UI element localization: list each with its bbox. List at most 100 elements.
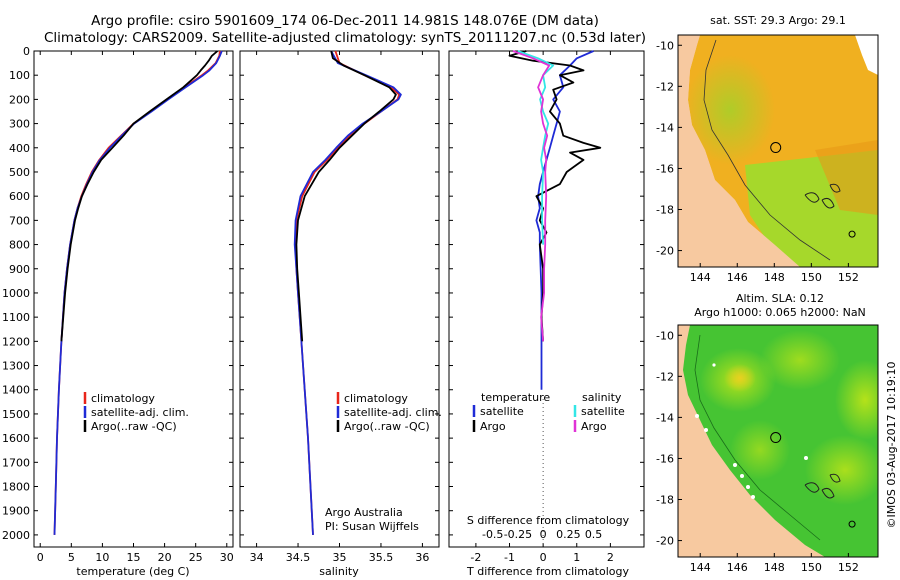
depth-tick-label: 400 <box>9 142 30 155</box>
depth-tick-label: 200 <box>9 93 30 106</box>
legend-title-temperature: temperature <box>481 391 550 404</box>
temperature-legend: climatology satellite-adj. clim. Argo(..… <box>83 392 189 433</box>
salinity-profile-panel: 34 34.5 35 35.5 36 salinity climatology sate… <box>239 50 442 578</box>
temperature-axis-ticks: 0 5 10 15 20 25 30 <box>37 51 234 564</box>
x-tick-label: 30 <box>220 551 234 564</box>
lon-tick-label: 146 <box>727 561 748 574</box>
depth-tick-label: 1400 <box>2 384 30 397</box>
depth-tick-label: 600 <box>9 190 30 203</box>
depth-tick-label: 1900 <box>2 505 30 518</box>
sla-longitude-ticks: 144 146 148 150 152 <box>690 553 859 574</box>
lon-tick-label: 148 <box>764 561 785 574</box>
depth-tick-label: 1700 <box>2 456 30 469</box>
temperature-series <box>53 50 223 535</box>
lat-tick-label: -12 <box>656 80 674 93</box>
x-tick-label: 25 <box>189 551 203 564</box>
figure-title-line2: Climatology: CARS2009. Satellite-adjuste… <box>44 30 646 46</box>
x-tick-label: 34 <box>250 551 264 564</box>
series-line-satellite-adj-clim- <box>293 50 402 535</box>
depth-axis-ticks: 0 100 200 300 400 500 600 700 800 900 1000 1100 1200… <box>2 45 233 542</box>
lon-tick-label: 146 <box>727 271 748 284</box>
depth-tick-label: 1600 <box>2 432 30 445</box>
depth-tick-label: 800 <box>9 239 30 252</box>
salinity-xlabel: salinity <box>319 565 359 578</box>
s-tick-label: 0.5 <box>585 528 603 541</box>
argo-position-marker <box>770 432 782 444</box>
x-tick-label: 34.5 <box>286 551 311 564</box>
x-tick-label: 35 <box>333 551 347 564</box>
lon-tick-label: 144 <box>690 561 711 574</box>
sst-longitude-ticks: 144 146 148 150 152 <box>690 263 859 284</box>
lat-tick-label: -18 <box>656 494 674 507</box>
salinity-axis-ticks: 34 34.5 35 35.5 36 <box>250 51 429 564</box>
salinity-axes-frame <box>239 50 440 548</box>
sla-track-point <box>746 485 750 489</box>
sst-map-panel: sat. SST: 29.3 Argo: 29.1 144 146 148 150 15… <box>656 14 879 284</box>
legend-label-climatology: climatology <box>344 392 408 405</box>
sla-bathymetry-contour <box>694 334 821 541</box>
s-tick-label: -0.5 <box>482 528 503 541</box>
sla-track-point <box>740 474 744 478</box>
secondary-position-marker <box>848 230 856 238</box>
lat-tick-label: -10 <box>656 329 674 342</box>
s-difference-xlabel: S difference from climatology <box>467 514 630 527</box>
lat-tick-label: -10 <box>656 39 674 52</box>
lon-tick-label: 148 <box>764 271 785 284</box>
sst-map-title: sat. SST: 29.3 Argo: 29.1 <box>710 14 846 27</box>
sst-map-frame <box>677 34 879 268</box>
lon-tick-label: 150 <box>801 561 822 574</box>
depth-tick-label: 1200 <box>2 335 30 348</box>
x-tick-label: -2 <box>470 551 481 564</box>
argo-position-marker <box>770 142 782 154</box>
sst-missing-data <box>855 35 878 75</box>
depth-tick-label: 1000 <box>2 287 30 300</box>
lat-tick-label: -18 <box>656 204 674 217</box>
lat-tick-label: -12 <box>656 370 674 383</box>
legend-label-s-argo: Argo <box>581 420 607 433</box>
difference-series <box>508 50 602 390</box>
temperature-xlabel: temperature (deg C) <box>76 565 189 578</box>
sla-map-panel: Altim. SLA: 0.12 Argo h1000: 0.065 h2000… <box>656 292 879 574</box>
series-line-salinity-argo <box>512 50 551 342</box>
legend-label-climatology: climatology <box>91 392 155 405</box>
legend-label-argo: Argo(..raw -QC) <box>91 420 177 433</box>
x-tick-label: 10 <box>95 551 109 564</box>
lat-tick-label: -14 <box>656 121 674 134</box>
legend-label-t-satellite: satellite <box>480 405 524 418</box>
difference-depth-ticks <box>449 50 644 536</box>
sla-map-frame <box>677 324 879 558</box>
legend-label-t-argo: Argo <box>480 420 506 433</box>
lon-tick-label: 150 <box>801 271 822 284</box>
x-tick-label: 5 <box>68 551 75 564</box>
difference-legend: temperature satellite Argo salinity sate… <box>472 391 625 433</box>
sst-map-field <box>678 35 878 267</box>
sla-track-point <box>704 428 708 432</box>
s-difference-axis-ticks: -0.5 -0.25 0 0.25 0.5 <box>482 528 602 541</box>
depth-tick-label: 0 <box>23 45 30 58</box>
series-line-argo-raw-qc- <box>60 50 219 342</box>
legend-label-satellite: satellite-adj. clim. <box>344 406 442 419</box>
legend-title-salinity: salinity <box>582 391 622 404</box>
sst-latitude-ticks: -10 -12 -14 -16 -18 -20 <box>656 39 682 258</box>
sla-reef-outlines <box>804 473 841 499</box>
lon-tick-label: 144 <box>690 271 711 284</box>
legend-label-s-satellite: satellite <box>581 405 625 418</box>
sst-coastline-land <box>678 35 800 267</box>
sla-map-title-line2: Argo h1000: 0.065 h2000: NaN <box>694 306 866 319</box>
legend-label-satellite: satellite-adj. clim. <box>91 406 189 419</box>
series-line-argo-raw-qc- <box>295 50 397 342</box>
x-tick-label: -1 <box>504 551 515 564</box>
imos-timestamp: ©IMOS 03-Aug-2017 10:19:10 <box>885 362 898 529</box>
depth-tick-label: 1100 <box>2 311 30 324</box>
s-tick-label: 0 <box>540 528 547 541</box>
depth-tick-label: 2000 <box>2 529 30 542</box>
lon-tick-label: 152 <box>838 271 859 284</box>
sla-map-title-line1: Altim. SLA: 0.12 <box>736 292 824 305</box>
x-tick-label: 0 <box>540 551 547 564</box>
difference-profile-panel: -2 -1 0 1 2 -0.5 -0.25 0 0.25 0.5 S difference f… <box>448 50 645 578</box>
salinity-legend: climatology satellite-adj. clim. Argo(..… <box>336 392 442 433</box>
t-difference-xlabel: T difference from climatology <box>466 565 629 578</box>
salinity-series <box>293 50 402 535</box>
salinity-depth-ticks <box>240 50 439 536</box>
sst-warm-east <box>815 140 878 215</box>
